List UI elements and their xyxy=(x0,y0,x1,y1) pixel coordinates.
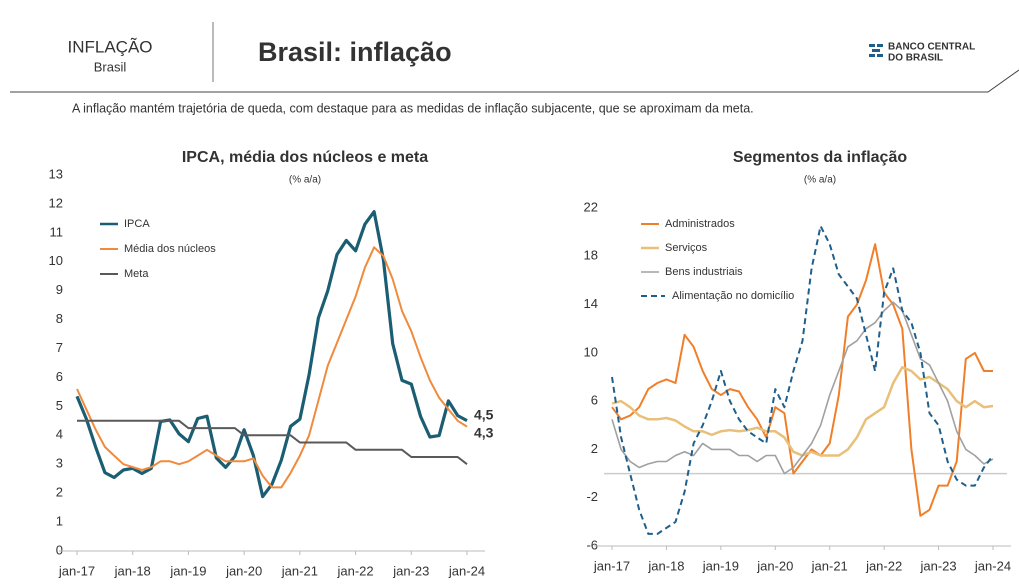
x-tick-label: jan-22 xyxy=(337,563,374,578)
y-tick-label: 0 xyxy=(56,542,63,557)
x-tick-label: jan-17 xyxy=(593,558,630,573)
x-tick-label: jan-20 xyxy=(756,558,793,573)
y-tick-label: 2 xyxy=(591,441,598,456)
y-tick-label: -2 xyxy=(586,489,598,504)
y-tick-label: 8 xyxy=(56,311,63,326)
y-tick-label: 9 xyxy=(56,282,63,297)
legend-label: Administrados xyxy=(665,218,735,230)
x-tick-label: jan-18 xyxy=(114,563,151,578)
legend-label: IPCA xyxy=(124,218,150,230)
header-rule xyxy=(10,69,1019,93)
slide-title: Brasil: inflação xyxy=(258,37,452,67)
x-tick-label: jan-19 xyxy=(169,563,206,578)
section-sub: Brasil xyxy=(94,59,127,74)
y-tick-label: 6 xyxy=(591,393,598,408)
y-tick-label: 10 xyxy=(49,253,63,268)
x-tick-label: jan-20 xyxy=(225,563,262,578)
series-line xyxy=(77,419,468,465)
series-line xyxy=(611,225,994,535)
x-tick-label: jan-21 xyxy=(281,563,318,578)
y-tick-label: 4 xyxy=(56,427,63,442)
y-tick-label: 2 xyxy=(56,485,63,500)
legend-label: Bens industriais xyxy=(665,266,743,278)
y-tick-label: 18 xyxy=(584,248,598,263)
chart-unit: (% a/a) xyxy=(289,175,321,186)
x-tick-label: jan-23 xyxy=(392,563,429,578)
y-tick-label: 10 xyxy=(584,344,598,359)
end-label: 4,5 xyxy=(474,406,494,422)
y-tick-label: 14 xyxy=(584,296,598,311)
x-tick-label: jan-21 xyxy=(811,558,848,573)
legend-label: Média dos núcleos xyxy=(124,243,216,255)
y-tick-label: 7 xyxy=(56,340,63,355)
x-tick-label: jan-17 xyxy=(58,563,95,578)
y-tick-label: 12 xyxy=(49,195,63,210)
series-line xyxy=(611,243,993,517)
chart-title: Segmentos da inflação xyxy=(733,149,907,166)
series-line xyxy=(76,246,468,489)
slide-subtitle: A inflação mantém trajetória de queda, c… xyxy=(72,101,754,115)
x-tick-label: jan-23 xyxy=(920,558,957,573)
y-tick-label: 11 xyxy=(50,224,64,239)
series-line xyxy=(75,210,468,499)
chart-unit: (% a/a) xyxy=(804,175,836,186)
y-tick-label: 3 xyxy=(56,456,63,471)
end-label: 4,3 xyxy=(474,424,494,440)
logo-text: BANCO CENTRAL xyxy=(888,42,975,53)
y-tick-label: 5 xyxy=(56,398,63,413)
x-tick-label: jan-24 xyxy=(974,558,1011,573)
x-tick-label: jan-19 xyxy=(702,558,739,573)
x-tick-label: jan-24 xyxy=(448,563,485,578)
chart-title: IPCA, média dos núcleos e meta xyxy=(182,149,428,166)
x-tick-label: jan-22 xyxy=(865,558,902,573)
x-tick-label: jan-18 xyxy=(647,558,684,573)
logo-text: DO BRASIL xyxy=(888,53,943,64)
y-tick-label: 13 xyxy=(49,166,63,181)
y-tick-label: 1 xyxy=(56,514,63,529)
logo-icon xyxy=(869,44,883,57)
y-tick-label: -6 xyxy=(586,537,598,552)
legend-label: Alimentação no domicílio xyxy=(672,290,794,302)
y-tick-label: 22 xyxy=(584,199,598,214)
y-tick-label: 6 xyxy=(56,369,63,384)
legend-label: Serviços xyxy=(665,242,708,254)
section-label: INFLAÇÃO xyxy=(67,37,152,56)
series-line xyxy=(611,301,994,475)
legend-label: Meta xyxy=(124,268,149,280)
